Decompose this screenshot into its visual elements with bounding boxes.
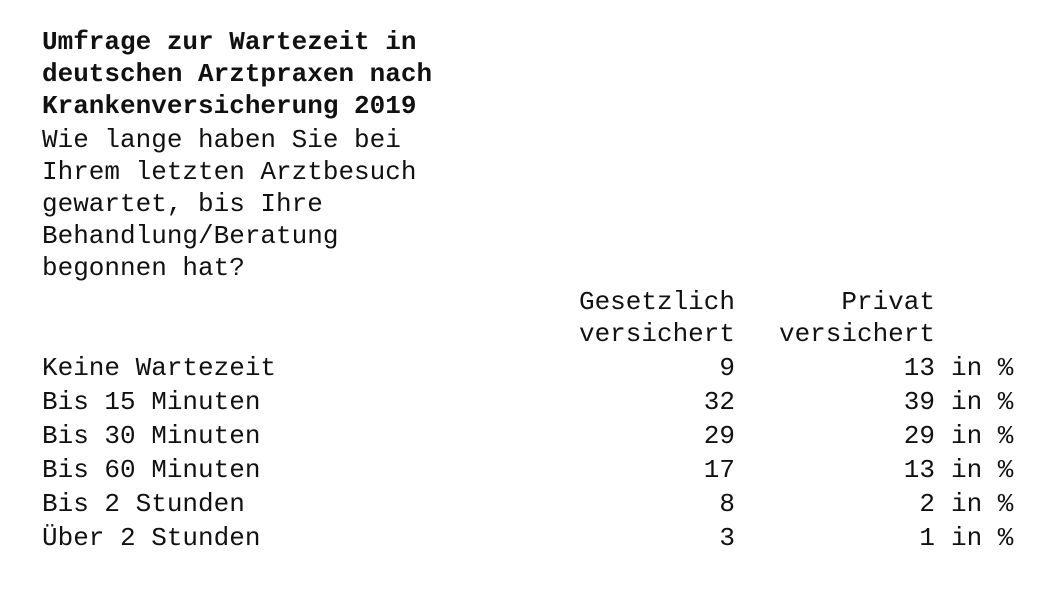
column-header: Gesetzlich versichert [578, 287, 735, 349]
unit: in % [951, 421, 1014, 451]
cell-value: 3 [719, 523, 735, 553]
row-label: Bis 2 Stunden [42, 489, 245, 519]
row-label: Bis 30 Minuten [42, 421, 261, 451]
row-label: Bis 60 Minuten [42, 455, 261, 485]
cell-value: 9 [719, 353, 735, 383]
row-label: Keine Wartezeit [42, 353, 277, 383]
title: Umfrage zur Wartezeit in deutschen Arztp… [42, 27, 433, 121]
cell-value: 29 [703, 421, 735, 451]
row-label: Über 2 Stunden [42, 523, 261, 553]
cell-value: 32 [703, 387, 735, 417]
column-header: Privat versichert [778, 287, 935, 349]
unit: in % [951, 387, 1014, 417]
unit: in % [951, 353, 1014, 383]
cell-value: 8 [719, 489, 735, 519]
cell-value: 39 [903, 387, 935, 417]
cell-value: 17 [703, 455, 735, 485]
question: Wie lange haben Sie bei Ihrem letzten Ar… [42, 125, 417, 283]
row-label: Bis 15 Minuten [42, 387, 261, 417]
cell-value: 2 [919, 489, 935, 519]
unit: in % [951, 489, 1014, 519]
cell-value: 13 [903, 353, 935, 383]
cell-value: 29 [903, 421, 935, 451]
cell-value: 1 [919, 523, 935, 553]
cell-value: 13 [903, 455, 935, 485]
unit: in % [951, 523, 1014, 553]
unit: in % [951, 455, 1014, 485]
